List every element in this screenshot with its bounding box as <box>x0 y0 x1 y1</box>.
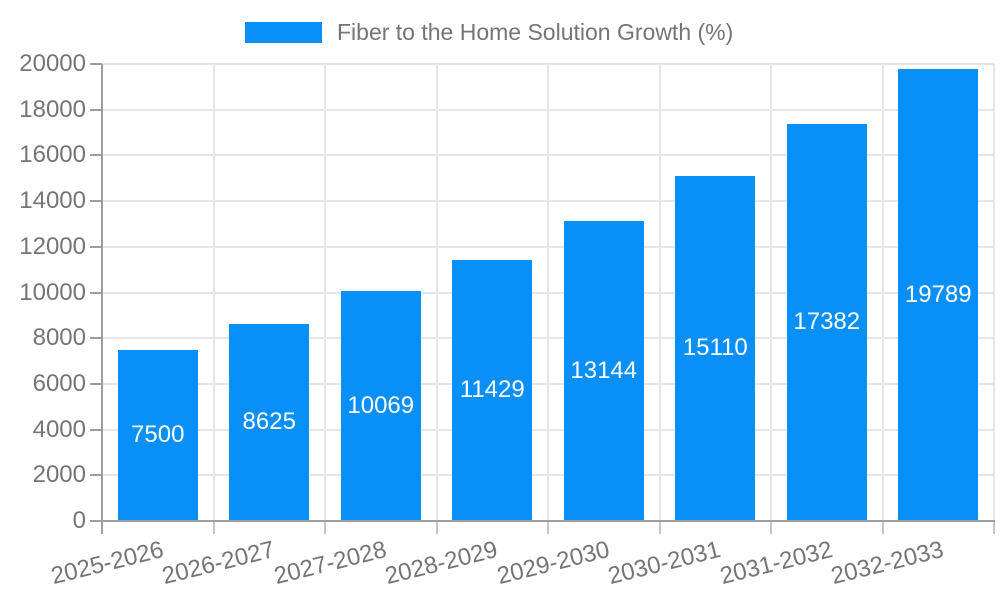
legend-label: Fiber to the Home Solution Growth (%) <box>337 19 734 45</box>
y-axis-tick <box>90 108 102 111</box>
bar <box>229 323 310 521</box>
y-axis-label: 14000 <box>19 187 86 215</box>
y-axis-tick <box>90 520 102 522</box>
x-axis-tick <box>881 521 884 534</box>
y-axis-label: 0 <box>72 507 86 534</box>
bar-value-label: 11429 <box>459 376 525 404</box>
y-axis-line <box>101 64 103 534</box>
bar <box>675 175 756 521</box>
x-gridline <box>212 64 215 521</box>
y-axis-label: 10000 <box>19 278 86 306</box>
bar-value-label: 17382 <box>793 308 861 336</box>
y-axis-label: 18000 <box>19 95 86 123</box>
y-axis-label: 4000 <box>32 415 86 443</box>
legend-swatch <box>245 22 322 43</box>
y-axis-tick <box>90 200 102 203</box>
y-axis-label: 2000 <box>32 461 86 489</box>
x-gridline <box>324 64 326 521</box>
y-axis-label: 6000 <box>32 369 86 397</box>
chart-legend: Fiber to the Home Solution Growth (%) <box>245 19 734 45</box>
y-axis-label: 16000 <box>19 141 86 169</box>
bar <box>898 68 979 521</box>
x-gridline <box>658 64 661 521</box>
x-axis-tick <box>993 521 995 534</box>
y-axis-tick <box>90 291 102 294</box>
bar <box>117 349 198 521</box>
y-axis-label: 8000 <box>32 324 86 352</box>
bar-value-label: 13144 <box>570 356 638 384</box>
x-gridline <box>435 64 438 521</box>
bar <box>340 290 421 521</box>
x-axis-tick <box>770 521 772 534</box>
bar <box>452 259 533 521</box>
bar <box>563 220 644 521</box>
y-axis-tick <box>90 474 102 477</box>
bar <box>786 123 867 521</box>
y-axis-tick <box>90 337 102 340</box>
x-axis-line <box>101 520 995 522</box>
x-gridline <box>993 64 995 521</box>
bar-value-label: 19789 <box>904 280 972 308</box>
bar-value-label: 10069 <box>347 391 415 419</box>
y-axis-label: 12000 <box>19 232 86 260</box>
bar-value-label: 8625 <box>242 408 296 436</box>
x-axis-tick <box>324 521 326 534</box>
x-axis-tick <box>212 521 215 534</box>
x-gridline <box>547 64 549 521</box>
y-axis-tick <box>90 428 102 431</box>
x-axis-tick <box>435 521 438 534</box>
y-axis-label: 20000 <box>19 50 86 77</box>
bar-value-label: 15110 <box>682 334 748 362</box>
y-axis-tick <box>90 63 102 65</box>
x-gridline <box>770 64 772 521</box>
x-axis-tick <box>547 521 549 534</box>
y-axis-tick <box>90 382 102 385</box>
bar-value-label: 7500 <box>131 421 185 449</box>
x-axis-tick <box>658 521 661 534</box>
y-axis-tick <box>90 245 102 248</box>
y-axis-tick <box>90 154 102 157</box>
x-gridline <box>881 64 884 521</box>
